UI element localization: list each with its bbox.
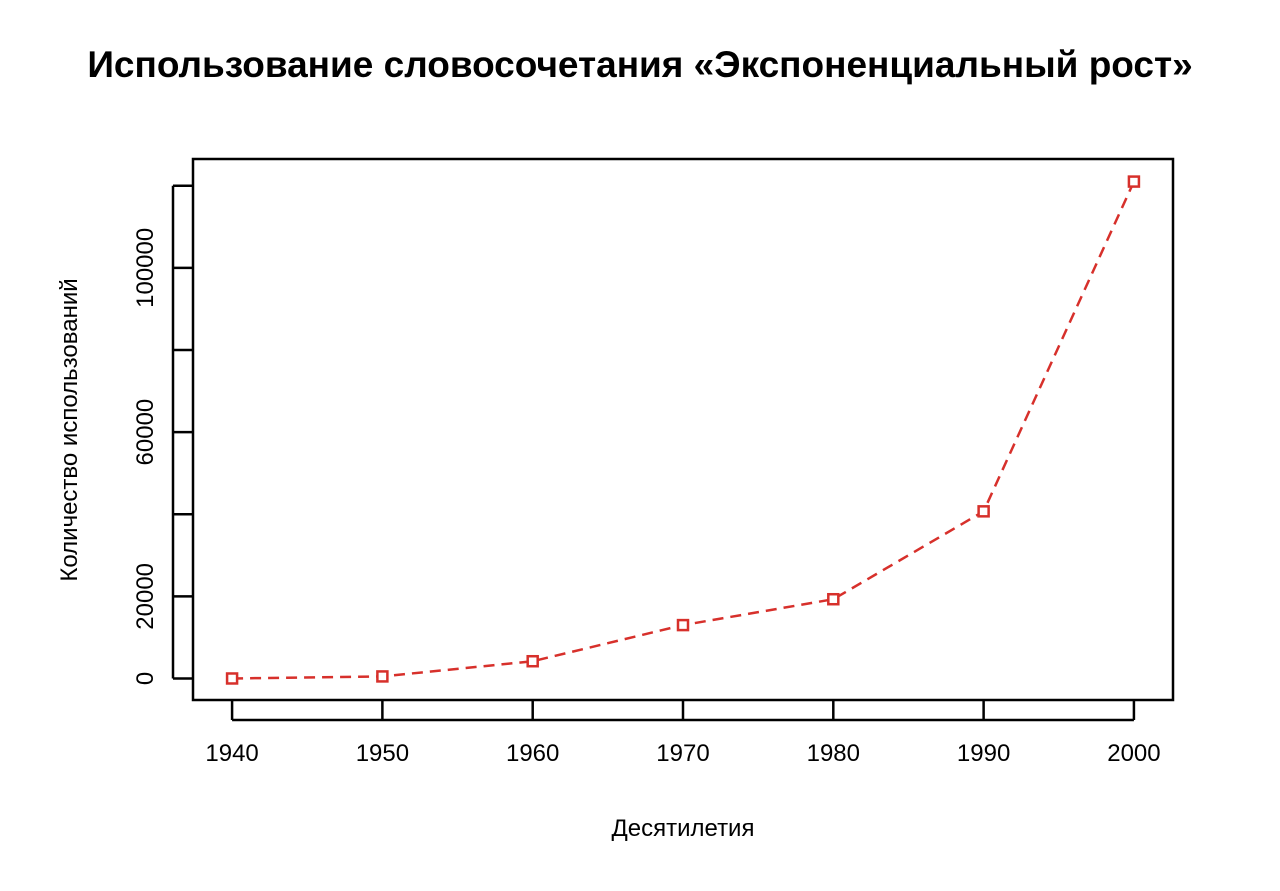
y-tick-label: 20000: [132, 563, 159, 630]
data-point: [676, 618, 690, 632]
y-tick-label: 0: [132, 672, 159, 685]
data-point: [376, 670, 389, 683]
y-tick-label: 100000: [132, 228, 159, 308]
data-point: [225, 672, 239, 685]
series-line: [232, 181, 1136, 680]
x-tick-label: 2000: [1107, 740, 1160, 767]
data-point: [977, 505, 990, 518]
x-tick-label: 1970: [656, 740, 709, 767]
x-axis: 1940 1950 1960 1970 1980 1990 2000: [205, 700, 1161, 767]
x-tick-label: 1980: [807, 740, 860, 767]
x-tick-label: 1990: [957, 740, 1010, 767]
y-tick-label: 60000: [132, 399, 159, 466]
data-point: [1127, 175, 1141, 188]
plot-frame: [191, 157, 1175, 702]
chart-title: Использование словосочетания «Экспоненци…: [87, 44, 1193, 85]
y-axis: 0 20000 60000 100000: [132, 184, 193, 685]
series-layer: [225, 175, 1141, 685]
x-tick-label: 1950: [356, 740, 409, 767]
x-axis-title: Десятилетия: [612, 815, 755, 842]
x-tick-label: 1960: [506, 740, 559, 767]
data-point: [827, 592, 840, 606]
x-tick-label: 1940: [205, 740, 258, 767]
y-axis-title: Количество использований: [56, 278, 83, 581]
data-point: [526, 654, 539, 668]
